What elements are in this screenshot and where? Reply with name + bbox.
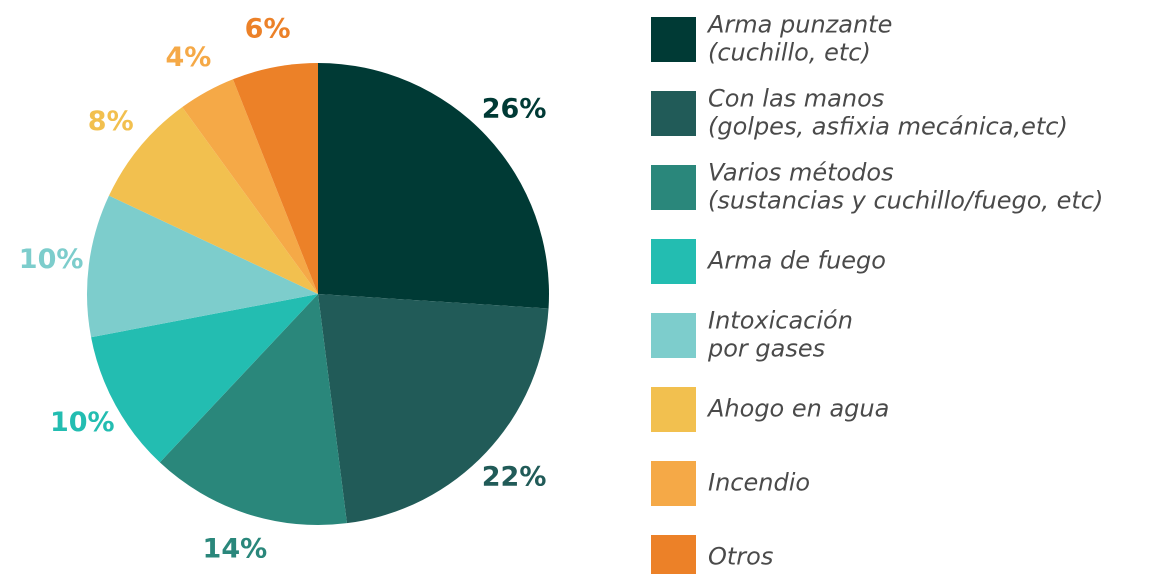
pie-slice (232, 63, 318, 294)
value-label: 22% (482, 462, 547, 493)
pie-slice (108, 107, 318, 295)
legend-label: Incendio (708, 469, 810, 497)
legend-label: (golpes, asfixia mecánica,etc) (708, 113, 1068, 141)
legend-label: Otros (708, 543, 773, 571)
legend-label: (cuchillo, etc) (708, 39, 871, 67)
value-label: 10% (19, 244, 84, 275)
value-label: 8% (88, 106, 134, 137)
legend-label: Ahogo en agua (706, 395, 889, 423)
legend-swatch (651, 239, 696, 284)
legend-swatch (651, 461, 696, 506)
legend-swatch (651, 313, 696, 358)
legend-swatch (651, 165, 696, 210)
value-label: 26% (482, 93, 547, 124)
pie-slice (91, 294, 318, 463)
pie-slice (182, 79, 318, 294)
value-label: 14% (203, 533, 268, 564)
legend-swatch (651, 91, 696, 136)
legend-swatch (651, 387, 696, 432)
legend-label: Arma de fuego (706, 247, 886, 275)
pie-slice (318, 294, 549, 524)
legend-swatch (651, 17, 696, 62)
pie-slice (159, 294, 347, 525)
legend-label: (sustancias y cuchillo/fuego, etc) (708, 187, 1103, 215)
legend-label: Con las manos (708, 85, 884, 113)
legend-label: por gases (707, 335, 825, 363)
pie-slice (87, 195, 319, 338)
legend-swatch (651, 535, 696, 578)
value-label: 10% (50, 407, 115, 438)
value-label: 6% (245, 13, 291, 44)
legend-label: Intoxicación (708, 307, 853, 335)
legend-label: Arma punzante (706, 11, 892, 39)
legend-label: Varios métodos (708, 159, 894, 187)
value-label: 4% (165, 42, 211, 73)
pie-slice (318, 63, 550, 309)
